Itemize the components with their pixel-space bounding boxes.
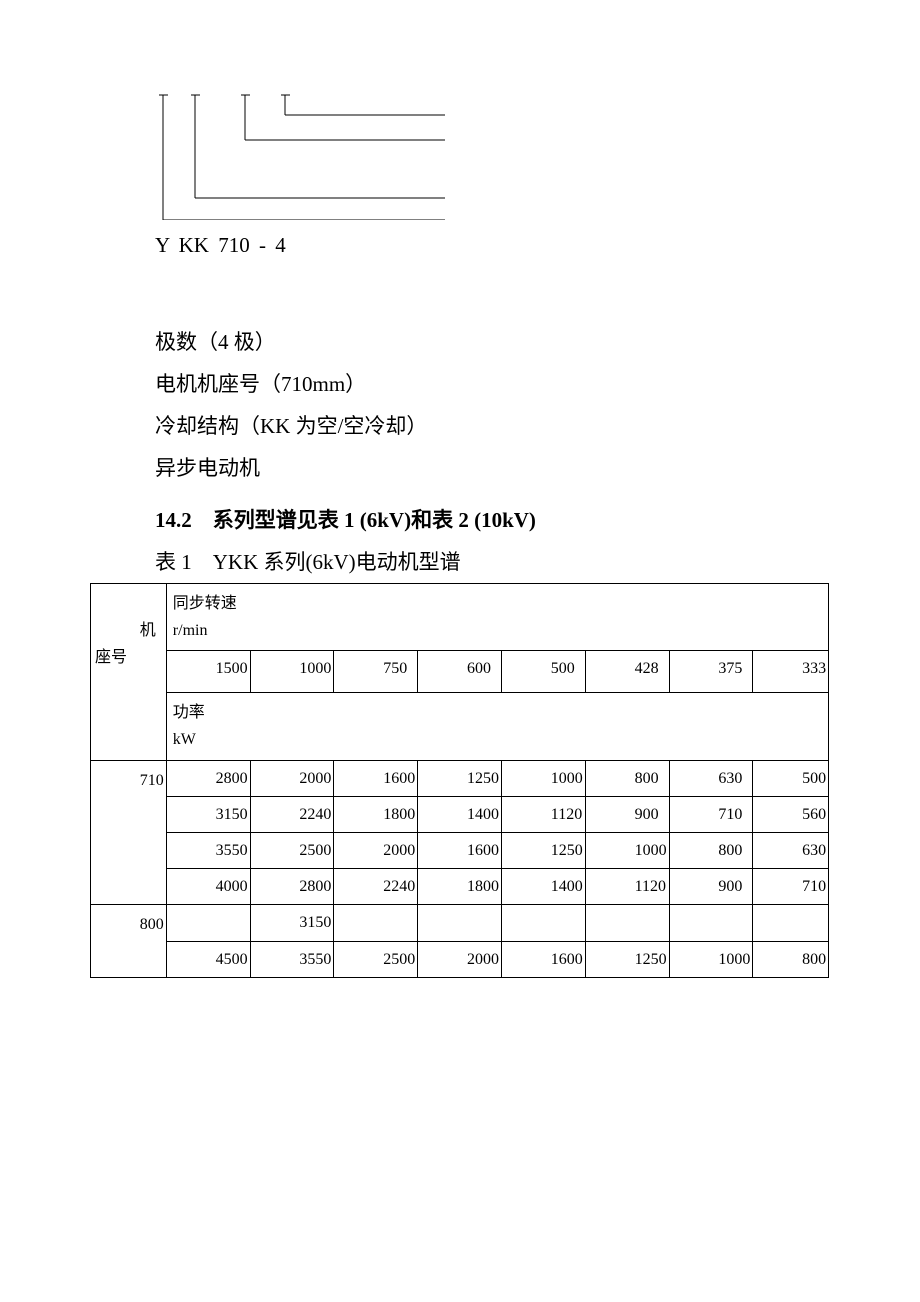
table-row: 4500 3550 2500 2000 1600 1250 1000 800 — [91, 941, 829, 977]
frame-cell: 710 — [91, 760, 167, 905]
frame-cell: 800 — [91, 905, 167, 977]
model-designation: Y KK 710 - 4 — [155, 226, 800, 266]
data-cell: 3550 — [250, 941, 334, 977]
data-cell: 1600 — [501, 941, 585, 977]
data-cell: 1250 — [501, 833, 585, 869]
data-cell: 2240 — [250, 796, 334, 832]
data-cell: 3150 — [166, 796, 250, 832]
data-cell: 630 — [669, 760, 753, 796]
table-row: 800 3150 — [91, 905, 829, 941]
data-cell — [753, 905, 829, 941]
data-cell — [334, 905, 418, 941]
section-title: 系列型谱见表 1 (6kV)和表 2 (10kV) — [213, 508, 536, 532]
speed-col: 600 — [418, 651, 502, 693]
data-cell: 3550 — [166, 833, 250, 869]
speed-col: 428 — [585, 651, 669, 693]
data-cell: 4500 — [166, 941, 250, 977]
desc-frame-size: 电机机座号（710mm） — [155, 363, 800, 405]
speed-col: 1000 — [250, 651, 334, 693]
data-cell: 2800 — [166, 760, 250, 796]
table-row: 1500 1000 750 600 500 428 375 333 — [91, 651, 829, 693]
data-cell: 800 — [753, 941, 829, 977]
data-cell: 500 — [753, 760, 829, 796]
table-row: 4000 2800 2240 1800 1400 1120 900 710 — [91, 869, 829, 905]
frame-label-2: 座号 — [95, 649, 127, 666]
frame-label-1: 机 — [95, 622, 156, 639]
table-row: 机 座号 同步转速 r/min — [91, 583, 829, 650]
frame-header-cell: 机 座号 — [91, 583, 167, 760]
power-label: 功率 — [173, 704, 205, 721]
data-cell: 1600 — [334, 760, 418, 796]
data-cell — [669, 905, 753, 941]
data-cell: 1120 — [501, 796, 585, 832]
data-cell: 1250 — [418, 760, 502, 796]
data-cell: 800 — [585, 760, 669, 796]
data-cell: 1600 — [418, 833, 502, 869]
data-cell: 710 — [669, 796, 753, 832]
table-caption: 表 1 YKK 系列(6kV)电动机型谱 — [155, 541, 800, 583]
data-cell: 2240 — [334, 869, 418, 905]
data-cell: 2000 — [334, 833, 418, 869]
speed-col: 333 — [753, 651, 829, 693]
motor-spectrum-table: 机 座号 同步转速 r/min 1500 1000 750 600 500 42… — [90, 583, 829, 978]
table-row: 710 2800 2000 1600 1250 1000 800 630 500 — [91, 760, 829, 796]
speed-col: 375 — [669, 651, 753, 693]
data-cell: 1400 — [501, 869, 585, 905]
data-cell — [501, 905, 585, 941]
data-cell — [418, 905, 502, 941]
description-list: 极数（4 极） 电机机座号（710mm） 冷却结构（KK 为空/空冷却） 异步电… — [155, 321, 800, 489]
data-cell: 2000 — [418, 941, 502, 977]
bracket-diagram — [155, 80, 445, 220]
data-cell: 1400 — [418, 796, 502, 832]
speed-col: 750 — [334, 651, 418, 693]
speed-col: 1500 — [166, 651, 250, 693]
diagram-svg — [155, 80, 445, 220]
section-heading: 14.2 系列型谱见表 1 (6kV)和表 2 (10kV) — [155, 499, 800, 541]
data-cell: 1000 — [585, 833, 669, 869]
desc-motor-type: 异步电动机 — [155, 447, 800, 489]
data-cell: 3150 — [250, 905, 334, 941]
data-cell — [585, 905, 669, 941]
data-cell: 2000 — [250, 760, 334, 796]
data-cell: 1120 — [585, 869, 669, 905]
section-number: 14.2 — [155, 508, 192, 532]
data-cell: 1250 — [585, 941, 669, 977]
data-cell: 560 — [753, 796, 829, 832]
data-cell: 1000 — [669, 941, 753, 977]
data-cell: 2800 — [250, 869, 334, 905]
speed-col: 500 — [501, 651, 585, 693]
speed-unit: r/min — [173, 622, 208, 639]
table-wrap: www.bdocx.com 机 座号 同步转速 r/min 1500 1000 … — [90, 583, 800, 978]
data-cell: 1000 — [501, 760, 585, 796]
table-row: 功率 kW — [91, 693, 829, 760]
table-row: 3150 2240 1800 1400 1120 900 710 560 — [91, 796, 829, 832]
speed-header-cell: 同步转速 r/min — [166, 583, 828, 650]
data-cell: 1800 — [334, 796, 418, 832]
speed-label: 同步转速 — [173, 595, 237, 612]
desc-poles: 极数（4 极） — [155, 321, 800, 363]
power-header-cell: 功率 kW — [166, 693, 828, 760]
data-cell — [166, 905, 250, 941]
data-cell: 2500 — [334, 941, 418, 977]
power-unit: kW — [173, 731, 196, 748]
data-cell: 900 — [669, 869, 753, 905]
data-cell: 710 — [753, 869, 829, 905]
data-cell: 4000 — [166, 869, 250, 905]
data-cell: 1800 — [418, 869, 502, 905]
data-cell: 900 — [585, 796, 669, 832]
data-cell: 800 — [669, 833, 753, 869]
data-cell: 630 — [753, 833, 829, 869]
desc-cooling: 冷却结构（KK 为空/空冷却） — [155, 405, 800, 447]
table-row: 3550 2500 2000 1600 1250 1000 800 630 — [91, 833, 829, 869]
data-cell: 2500 — [250, 833, 334, 869]
